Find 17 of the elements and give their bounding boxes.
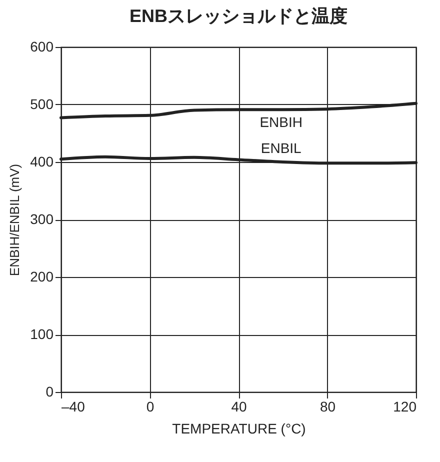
x-tick-label: 40 bbox=[231, 398, 247, 414]
series-label: ENBIL bbox=[260, 140, 302, 156]
x-tick-label: 0 bbox=[146, 398, 154, 414]
x-axis-title: TEMPERATURE (°C) bbox=[172, 420, 306, 436]
y-tick-label: 300 bbox=[30, 211, 54, 227]
x-tick-label: –40 bbox=[62, 398, 86, 414]
y-tick-label: 200 bbox=[30, 268, 54, 284]
y-tick-label: 0 bbox=[46, 384, 54, 400]
x-tick-label: 120 bbox=[393, 398, 417, 414]
chart-title: ENBスレッショルドと温度 bbox=[129, 6, 348, 26]
series-label: ENBIH bbox=[260, 114, 302, 130]
y-tick-label: 100 bbox=[30, 326, 54, 342]
y-tick-label: 400 bbox=[30, 154, 54, 170]
y-tick-label: 500 bbox=[30, 96, 54, 112]
x-tick-label: 80 bbox=[320, 398, 336, 414]
y-tick-label: 600 bbox=[30, 38, 54, 54]
y-axis-title: ENBIH/ENBIL (mV) bbox=[7, 164, 22, 276]
